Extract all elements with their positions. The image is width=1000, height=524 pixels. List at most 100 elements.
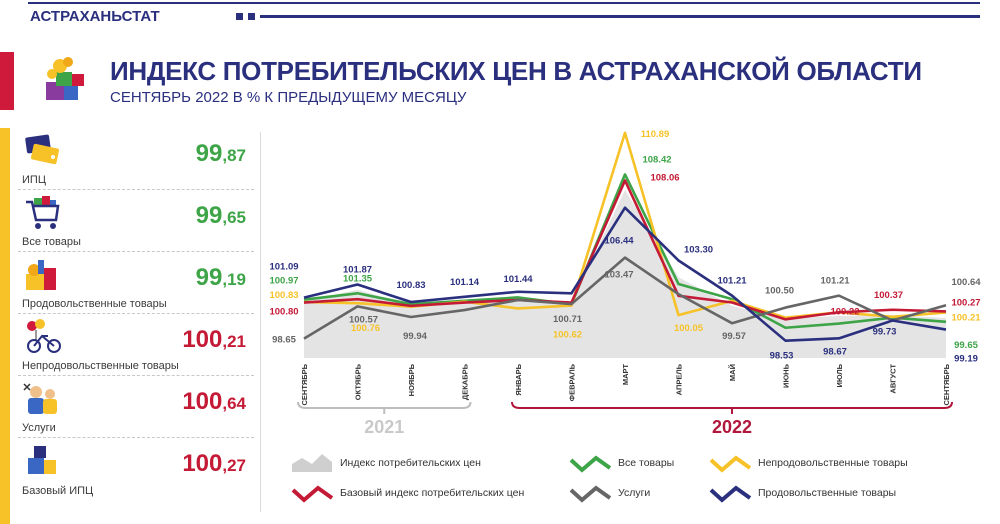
legend-item: Услуги bbox=[568, 482, 650, 504]
data-label: 108.42 bbox=[642, 154, 671, 165]
data-label: 100.64 bbox=[951, 277, 981, 288]
data-label: 99.57 bbox=[722, 331, 746, 342]
data-label: 101.21 bbox=[820, 276, 850, 287]
series-line bbox=[303, 179, 947, 321]
legend-item: Все товары bbox=[568, 452, 674, 474]
x-tick-label: ДЕКАБРЬ bbox=[461, 363, 470, 400]
data-label: 98.53 bbox=[770, 351, 794, 362]
line-swatch-icon bbox=[709, 455, 752, 473]
indicator-label: Услуги bbox=[22, 422, 56, 434]
value-int: 100 bbox=[182, 326, 223, 353]
stacked-boxes-icon bbox=[28, 446, 56, 474]
data-label: 100.57 bbox=[349, 314, 378, 325]
rule-square bbox=[236, 13, 243, 20]
x-tick-label: ОКТЯБРЬ bbox=[354, 363, 363, 400]
data-label: 100.62 bbox=[553, 330, 582, 341]
indicator-value: 100,64 bbox=[182, 388, 246, 416]
year-label: 2021 bbox=[364, 417, 404, 437]
indicator-cpi: ИПЦ 99,87 bbox=[18, 128, 254, 190]
value-dec: ,19 bbox=[222, 270, 246, 289]
x-tick-label: ФЕВРАЛЬ bbox=[568, 363, 577, 401]
value-int: 99 bbox=[195, 264, 223, 291]
data-label: 99.19 bbox=[954, 354, 978, 365]
area-swatch-icon bbox=[292, 454, 332, 472]
x-tick-label: ИЮНЬ bbox=[782, 363, 791, 388]
data-label: 101.14 bbox=[450, 277, 480, 288]
indicator-services: Услуги 100,64 bbox=[18, 376, 254, 438]
indicator-value: 99,65 bbox=[196, 202, 246, 230]
legend-label: Все товары bbox=[618, 457, 675, 469]
data-label: 101.21 bbox=[717, 276, 747, 287]
x-tick-label: ИЮЛЬ bbox=[835, 363, 844, 387]
panel-divider bbox=[260, 132, 261, 512]
value-int: 100 bbox=[182, 388, 223, 415]
series-line bbox=[303, 256, 947, 340]
legend-label: Непродовольственные товары bbox=[758, 457, 908, 469]
bicycle-balloons-icon bbox=[27, 319, 61, 353]
legend-item: Продовольственные товары bbox=[708, 482, 896, 504]
legend-label: Услуги bbox=[618, 487, 651, 499]
brand-name: АСТРАХАНЬСТАТ bbox=[30, 8, 160, 25]
data-label: 101.44 bbox=[503, 274, 533, 285]
line-swatch-icon bbox=[291, 485, 334, 503]
top-bar bbox=[0, 0, 1000, 32]
data-label: 100.80 bbox=[269, 307, 298, 318]
data-label: 100.97 bbox=[269, 276, 298, 287]
coins-and-cubes-icon bbox=[46, 57, 84, 100]
value-dec: ,64 bbox=[222, 394, 246, 413]
price-tags-icon bbox=[25, 134, 60, 165]
data-label: 99.94 bbox=[403, 331, 427, 342]
indicator-nonfood: Непродовольственные товары 100,21 bbox=[18, 314, 254, 376]
indicator-label: ИПЦ bbox=[22, 174, 46, 186]
shopping-cart-icon bbox=[26, 196, 60, 229]
data-label: 98.67 bbox=[823, 346, 847, 357]
indicator-label: Базовый ИПЦ bbox=[22, 485, 94, 497]
data-label: 99.73 bbox=[873, 327, 897, 338]
page-title: ИНДЕКС ПОТРЕБИТЕЛЬСКИХ ЦЕН В АСТРАХАНСКО… bbox=[110, 56, 922, 86]
x-tick-label: ЯНВАРЬ bbox=[514, 363, 523, 395]
data-label: 100.83 bbox=[269, 290, 298, 301]
value-int: 99 bbox=[195, 140, 223, 167]
data-label: 101.35 bbox=[343, 273, 373, 284]
x-tick-label: СЕНТЯБРЬ bbox=[300, 363, 309, 405]
top-rule bbox=[28, 2, 980, 4]
year-label: 2022 bbox=[712, 417, 752, 437]
x-tick-label: НОЯБРЬ bbox=[407, 363, 416, 396]
year-bracket bbox=[511, 401, 953, 409]
value-dec: ,87 bbox=[222, 146, 246, 165]
x-tick-label: МАЙ bbox=[728, 364, 737, 381]
data-label: 103.47 bbox=[604, 270, 633, 281]
legend-label: Базовый индекс потребительских цен bbox=[340, 487, 525, 499]
legend-item: Базовый индекс потребительских цен bbox=[290, 482, 524, 504]
page-subtitle: СЕНТЯБРЬ 2022 В % К ПРЕДЫДУЩЕМУ МЕСЯЦУ bbox=[110, 89, 467, 106]
data-label: 108.06 bbox=[650, 172, 679, 183]
data-label: 106.44 bbox=[604, 236, 634, 247]
bottom-rule bbox=[260, 15, 980, 18]
x-tick-label: АПРЕЛЬ bbox=[675, 363, 684, 395]
series-line bbox=[303, 173, 947, 330]
legend-item: Индекс потребительских цен bbox=[290, 452, 481, 474]
value-int: 99 bbox=[195, 202, 223, 229]
data-label: 98.65 bbox=[272, 335, 296, 346]
line-swatch-icon bbox=[569, 485, 612, 503]
indicator-core-cpi: Базовый ИПЦ 100,27 bbox=[18, 438, 254, 500]
value-dec: ,27 bbox=[222, 456, 246, 475]
data-label: 99.65 bbox=[954, 340, 978, 351]
indicator-value: 99,19 bbox=[196, 264, 246, 292]
line-swatch-icon bbox=[569, 455, 612, 473]
side-accent-bar bbox=[0, 128, 10, 524]
indicator-value: 100,21 bbox=[182, 326, 246, 354]
legend-item: Непродовольственные товары bbox=[708, 452, 908, 474]
data-label: 100.27 bbox=[951, 297, 980, 308]
year-bracket bbox=[297, 401, 472, 409]
data-label: 100.76 bbox=[351, 323, 380, 334]
data-label: 100.21 bbox=[951, 312, 981, 323]
x-tick-label: МАРТ bbox=[621, 364, 630, 386]
accent-bar bbox=[0, 52, 14, 110]
line-swatch-icon bbox=[709, 485, 752, 503]
value-dec: ,21 bbox=[222, 332, 246, 351]
series-line bbox=[303, 206, 947, 342]
cpi-line-chart: СЕНТЯБРЬ ОКТЯБРЬ НОЯБРЬ ДЕКАБРЬ ЯНВАРЬ ФЕВРАЛ… bbox=[269, 129, 981, 437]
indicator-all-goods: Все товары 99,65 bbox=[18, 190, 254, 252]
indicator-value: 99,87 bbox=[196, 140, 246, 168]
